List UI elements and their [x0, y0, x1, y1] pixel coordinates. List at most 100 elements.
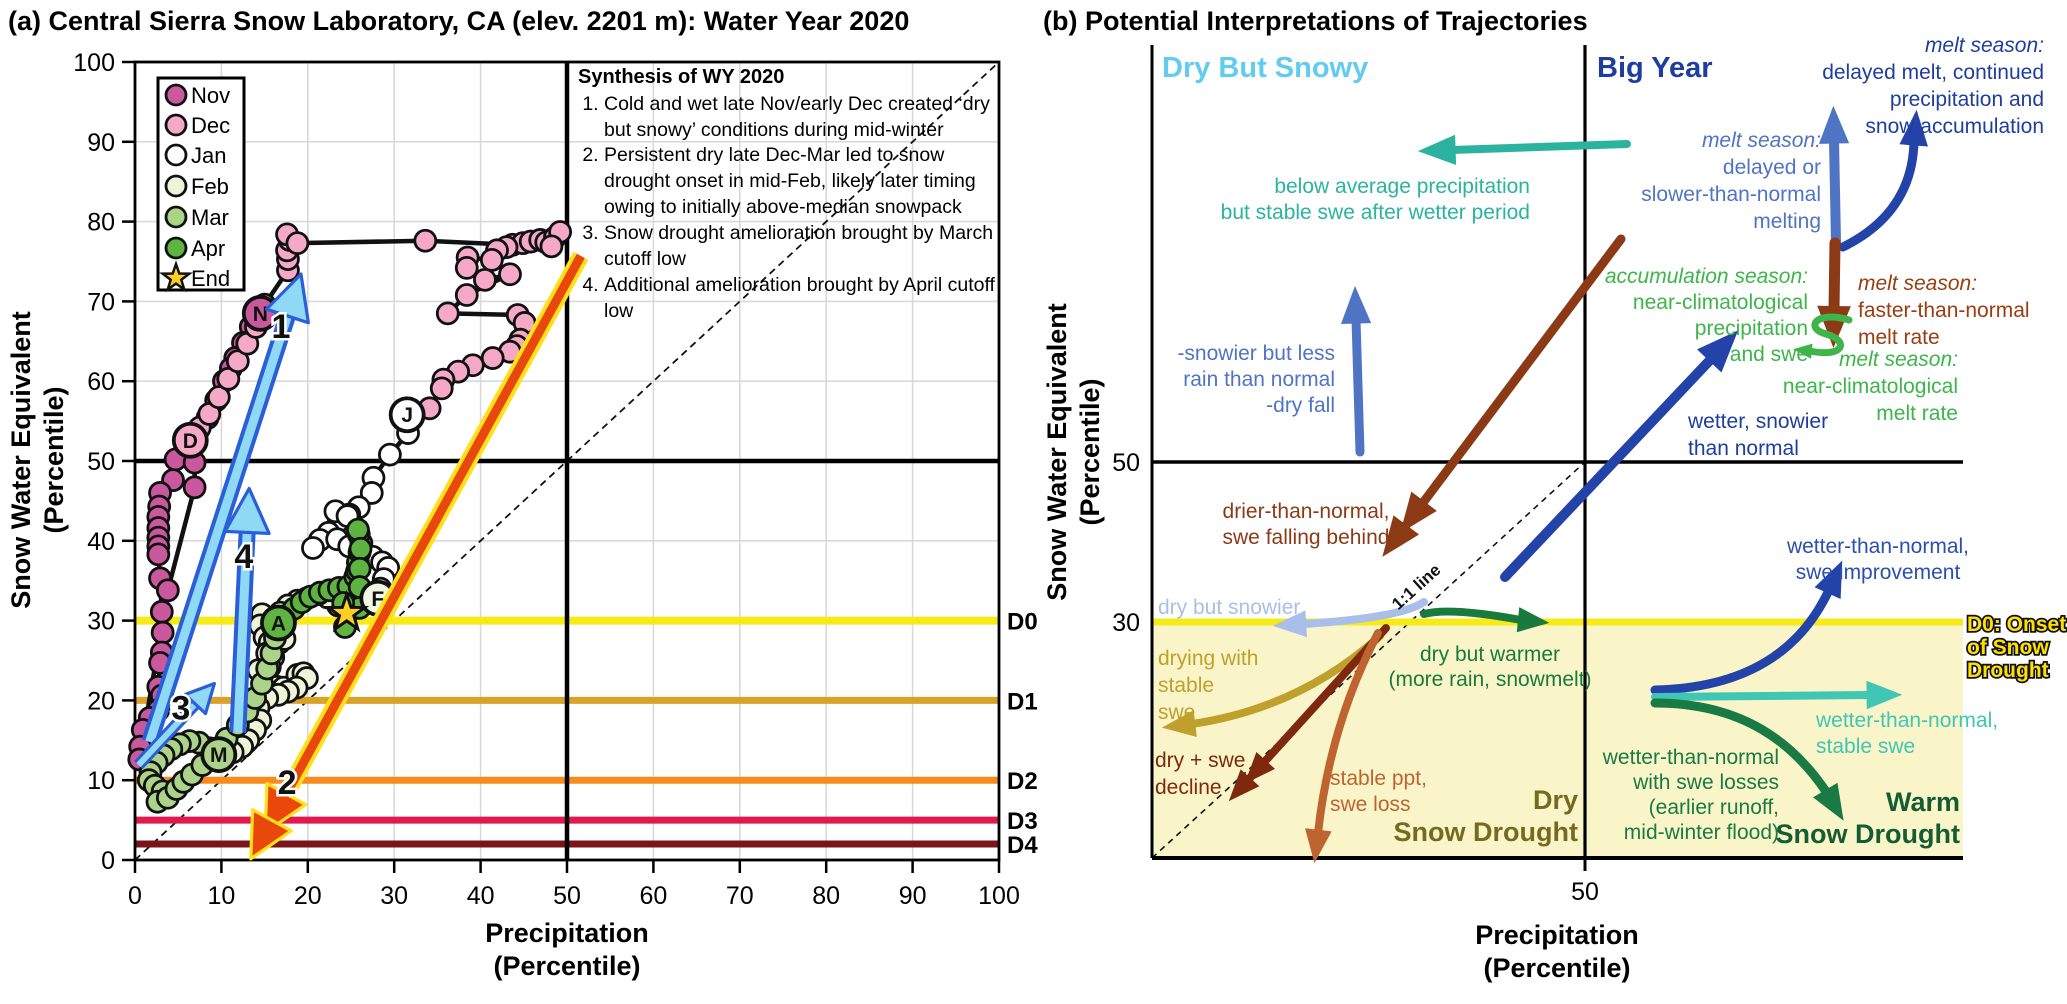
arrow-shaft	[1500, 353, 1717, 582]
synthesis-list: Cold and wet late Nov/early Dec created …	[578, 92, 1014, 325]
wetter-stable-label-line: wetter-than-normal,	[1815, 709, 1998, 732]
x-tick-label: 90	[899, 882, 927, 910]
y-tick-label: 60	[87, 368, 115, 396]
melt-nearclim-label-line: melt rate	[1876, 402, 1958, 425]
d0-onset-label-line: Drought	[1967, 659, 2049, 682]
month-marker-circle	[171, 421, 209, 459]
y-tick-label: 50	[87, 448, 115, 476]
drying-stable-label-line: swe	[1158, 701, 1195, 724]
d0-onset-label-line: of Snow	[1967, 636, 2049, 659]
x-tick-label: 100	[978, 882, 1020, 910]
synthesis-item: Additional amelioration brought by April…	[604, 273, 1014, 325]
drought-label-d3: D3	[1007, 808, 1038, 835]
arrow-fill	[145, 310, 294, 744]
arrow-fill	[265, 253, 585, 827]
synthesis-item: Cold and wet late Nov/early Dec created …	[604, 92, 1014, 144]
warm-snow-drought-label-line: Warm	[1886, 787, 1960, 817]
data-point-dec	[206, 385, 231, 410]
wetter-snowier-label-line: wetter, snowier	[1687, 410, 1828, 433]
legend-label-mar: Mar	[191, 205, 229, 230]
month-marker-circle	[260, 604, 297, 642]
x-tick-label: 60	[639, 882, 667, 910]
arrow-head	[1818, 105, 1850, 144]
one-to-one-line-b	[1151, 461, 1586, 859]
data-point-dec	[454, 255, 479, 280]
stable-swe-left-arrow	[1417, 134, 1631, 165]
dry-swe-decline-label: dry + swe decline	[1155, 749, 1245, 799]
arrow-head	[1340, 285, 1372, 325]
y-tick-label: 90	[87, 129, 115, 157]
x-tick-label: 70	[726, 882, 754, 910]
legend-circle-icon-nov	[164, 83, 188, 107]
x-tick-label: 80	[812, 882, 840, 910]
below-average-label: below average precipitation but stable sw…	[1221, 175, 1530, 224]
arrow-shaft	[1838, 137, 1919, 252]
annotation-arrow-label-2: 2	[278, 764, 297, 802]
legend-label-jan: Jan	[191, 143, 226, 168]
data-point-nov	[182, 475, 207, 500]
snowier-less-rain-label: -snowier but less rain than normal -dry fa…	[1177, 342, 1335, 417]
wetter-losses-arrow	[1650, 698, 1844, 821]
melt-delayed-slower-label-line: melting	[1753, 210, 1821, 233]
dry-but-warmer-label: dry but warmer(more rain, snowmelt)	[1388, 643, 1591, 691]
dry-snow-drought-label-line: Dry	[1533, 785, 1578, 815]
month-marker-circle	[200, 736, 238, 774]
legend-circle-icon-jan	[164, 143, 188, 167]
arrow-fill	[136, 699, 200, 768]
snowier-less-rain-label-line: -dry fall	[1266, 394, 1335, 417]
month-marker-dec: D	[171, 421, 209, 459]
arrow-head	[249, 808, 293, 861]
y-tick-label: 80	[87, 209, 115, 237]
delayed-melt-curve-arrow	[1838, 109, 1928, 252]
wetter-snowier-arrow	[1500, 330, 1739, 582]
legend-circle-icon-mar	[164, 205, 188, 229]
annotation-arrow-label-3: 3	[171, 690, 190, 728]
wetter-losses-label-line: wetter-than-normal	[1602, 746, 1779, 769]
stable-ppt-arrow	[1305, 629, 1382, 864]
data-point-apr	[346, 517, 370, 542]
dry-but-snowier-label: dry but snowier	[1158, 596, 1300, 619]
annotation-arrow-label-1: 1	[272, 308, 291, 346]
panel-b-title: (b) Potential Interpretations of Traject…	[1043, 6, 1588, 36]
legend-label-feb: Feb	[191, 174, 229, 199]
arrow-shaft	[1448, 140, 1631, 154]
data-point-jan	[377, 442, 402, 467]
melt-delayed-big-label-line: snow accumulation	[1865, 115, 2044, 138]
arrow-shaft	[1399, 234, 1626, 533]
y-axis-label2-a: (Percentile)	[39, 386, 69, 533]
dry-but-snowier-arrow	[1272, 598, 1428, 638]
arrow-head	[1272, 610, 1307, 638]
melt-delayed-slower-label: melt season: delayed or slower-than-normal…	[1641, 129, 1821, 233]
accumulation-season-label-line: near-climatological	[1633, 291, 1808, 314]
wetter-improvement-label-line: wetter-than-normal,	[1786, 535, 1969, 558]
y-tick-label-b: 30	[1112, 609, 1140, 637]
drying-stable-label-line: stable	[1158, 674, 1214, 697]
drier-diagonal-arrow	[1382, 234, 1626, 557]
panel-a-title: (a) Central Sierra Snow Laboratory, CA (…	[8, 6, 910, 36]
panel-a: D0D1D2D3D4001010202030304040505060607070…	[6, 49, 1038, 981]
arrow-shaft	[1420, 607, 1525, 624]
drying-stable-label-line: drying with	[1158, 647, 1258, 670]
annotation-arrow-2: 2	[249, 251, 589, 861]
arrow-head	[183, 681, 216, 716]
y-axis-label2-b: (Percentile)	[1075, 378, 1105, 525]
drought-label-d4: D4	[1007, 832, 1038, 859]
annotation-arrow-3: 3	[134, 681, 216, 770]
warm-snow-drought-label-line: Snow Drought	[1776, 819, 1960, 849]
dry-but-warmer-label-line: (more rain, snowmelt)	[1388, 668, 1591, 691]
data-point-dec	[479, 248, 504, 272]
legend-label-end: End	[191, 266, 230, 291]
end-star	[324, 589, 370, 633]
data-point-nov	[146, 542, 171, 567]
legend-circle-icon-apr	[164, 236, 188, 260]
dry-snow-drought-label-line: Snow Drought	[1394, 817, 1578, 847]
drought-label-d2: D2	[1007, 768, 1038, 795]
dry-but-warmer-label-line: dry but warmer	[1420, 643, 1560, 666]
arrow-head	[1244, 751, 1276, 784]
legend-star-icon	[159, 260, 193, 293]
wetter-snowier-label-line: than normal	[1688, 437, 1799, 460]
data-point-nov	[149, 599, 174, 624]
arrow-head	[223, 486, 271, 536]
